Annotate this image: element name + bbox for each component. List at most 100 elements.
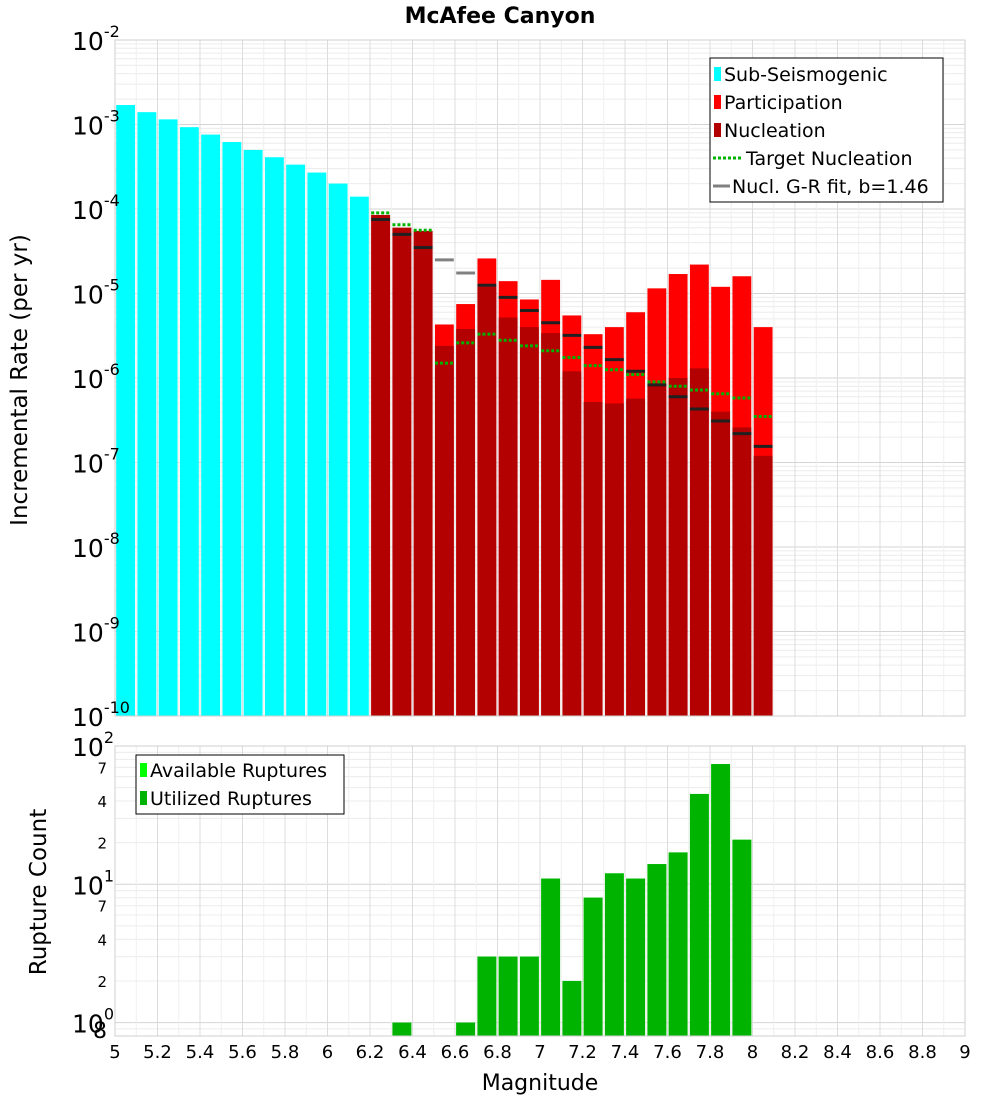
x-tick-label: 5.8: [271, 1042, 300, 1063]
nucleation-bar: [413, 230, 433, 717]
x-tick-label: 6: [322, 1042, 333, 1063]
top-legend: Sub-Seismogenic Participation Nucleation Ta…: [709, 57, 944, 203]
nucleation-bar: [456, 329, 476, 716]
utilized-ruptures-bar: [519, 956, 539, 1036]
y-tick-exponent: -9: [104, 614, 120, 633]
bottom-plot-bars: [392, 764, 752, 1036]
x-tick-label: 8.2: [781, 1042, 810, 1063]
nucleation-bar: [498, 317, 518, 716]
nucleation-bar: [562, 371, 582, 716]
y-tick-base: 10: [72, 733, 104, 762]
utilized-ruptures-bar: [626, 878, 646, 1036]
bottom-y-minor-tick-label: 4: [97, 931, 107, 949]
legend-label-utilized-ruptures: Utilized Ruptures: [150, 788, 312, 810]
y-tick-exponent: -6: [104, 360, 120, 379]
utilized-ruptures-bar: [647, 864, 667, 1036]
y-tick-base: 10: [72, 1010, 104, 1039]
utilized-ruptures-bar: [583, 897, 603, 1036]
top-plot-lines: [371, 211, 773, 448]
sub-seismogenic-bar: [349, 196, 369, 717]
nucleation-bar: [434, 345, 454, 716]
nucleation-bar: [689, 368, 709, 716]
nucleation-bar: [732, 427, 752, 716]
legend-swatch-available-ruptures: [140, 763, 147, 777]
y-tick-base: 10: [72, 112, 104, 141]
y-tick-base: 10: [72, 703, 104, 732]
bottom-legend-box: [135, 754, 345, 815]
bottom-y-minor-tick-label: 4: [97, 793, 107, 811]
x-tick-label: 7.8: [696, 1042, 725, 1063]
nucleation-bar: [477, 286, 497, 716]
nucleation-bar: [753, 455, 773, 716]
sub-seismogenic-bar: [307, 172, 327, 717]
sub-seismogenic-bar: [179, 127, 199, 716]
utilized-ruptures-bar: [541, 878, 561, 1036]
legend-label-participation: Participation: [724, 92, 843, 114]
legend-label-target-nucleation: Target Nucleation: [745, 148, 913, 170]
x-tick-label: 5: [109, 1042, 120, 1063]
y-tick-base: 10: [72, 365, 104, 394]
utilized-ruptures-bar: [562, 980, 582, 1036]
bottom-y-minor-tick-label: 7: [97, 759, 107, 777]
nucleation-bar: [711, 411, 731, 716]
bottom-plot-frame: [114, 745, 966, 1037]
legend-label-nucleation: Nucleation: [724, 120, 826, 142]
y-tick-base: 10: [72, 534, 104, 563]
bottom-y-minor-tick-label: 7: [97, 898, 107, 916]
utilized-ruptures-bar: [456, 1022, 476, 1036]
utilized-ruptures-bar: [477, 956, 497, 1036]
utilized-ruptures-bar: [604, 873, 624, 1036]
y-tick-label: 10-6: [72, 360, 120, 394]
y-tick-label: 10-8: [72, 529, 120, 563]
bottom-y-tick-label: 101: [72, 866, 114, 900]
sub-seismogenic-bar: [243, 149, 263, 717]
y-tick-label: 10-4: [72, 191, 120, 225]
y-tick-label: 10-5: [72, 276, 120, 310]
x-tick-label: 7: [534, 1042, 545, 1063]
legend-label-nucl-g-r-fit-b-1-46: Nucl. G-R fit, b=1.46: [732, 176, 929, 198]
bottom-y-axis-label: Rupture Count: [26, 809, 52, 975]
y-tick-exponent: -10: [104, 698, 130, 717]
utilized-ruptures-bar: [668, 852, 688, 1036]
nucleation-bar: [392, 227, 412, 716]
sub-seismogenic-bar: [286, 164, 306, 716]
y-tick-exponent: 1: [104, 866, 114, 885]
y-tick-base: 10: [72, 281, 104, 310]
sub-seismogenic-bar: [222, 142, 242, 716]
x-axis-label: Magnitude: [482, 1071, 599, 1096]
x-tick-labels: 5 5.2 5.4 5.6 5.8 6 6.2 6.4 6.6 6.8 7 7.2 7.4 7.6 7.8 8…: [109, 1042, 970, 1063]
y-tick-exponent: -5: [104, 276, 120, 295]
utilized-ruptures-bar: [392, 1022, 412, 1036]
sub-seismogenic-bar: [158, 119, 178, 716]
y-tick-exponent: -7: [104, 445, 120, 464]
chart-title: McAfee Canyon: [405, 4, 596, 29]
y-tick-base: 10: [72, 27, 104, 56]
bottom-y-minor-tick-label: 2: [97, 835, 107, 853]
bottom-y-minor-tick-label: 2: [97, 973, 107, 991]
x-tick-label: 6.6: [441, 1042, 470, 1063]
sub-seismogenic-bar: [116, 105, 136, 716]
sub-seismogenic-bar: [264, 157, 284, 717]
x-tick-label: 6.8: [483, 1042, 512, 1063]
y-tick-exponent: -4: [104, 191, 120, 210]
y-tick-exponent: -8: [104, 529, 120, 548]
x-tick-label: 6.4: [398, 1042, 427, 1063]
y-tick-exponent: -3: [104, 107, 120, 126]
y-tick-base: 10: [72, 450, 104, 479]
nucleation-bar: [519, 327, 539, 716]
utilized-ruptures-bar: [732, 839, 752, 1036]
legend-swatch-nucleation: [714, 123, 721, 137]
utilized-ruptures-bar: [689, 793, 709, 1036]
y-tick-label: 10-3: [72, 107, 120, 141]
top-plot-bars: [116, 105, 773, 717]
sub-seismogenic-bar: [137, 112, 157, 717]
x-tick-label: 8.4: [823, 1042, 852, 1063]
x-tick-label: 5.2: [143, 1042, 172, 1063]
nucleation-bar: [371, 214, 391, 716]
x-tick-label: 8: [747, 1042, 758, 1063]
nucleation-bar: [583, 401, 603, 716]
legend-swatch-sub-seismogenic: [714, 67, 721, 81]
